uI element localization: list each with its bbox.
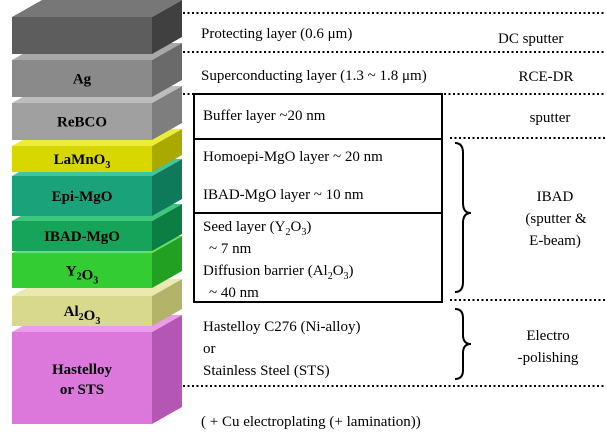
protecting-layer-top	[12, 0, 182, 17]
seed-layer-thickness: ~ 7 nm	[209, 241, 252, 257]
seed-layer-text: Seed layer (Y2O3)	[203, 219, 312, 238]
buffer-box	[193, 93, 443, 303]
al2o3-layer-side	[152, 279, 182, 326]
process-electro-polishing: -polishing	[517, 350, 579, 366]
protecting-layer-text: Protecting layer (0.6 μm)	[201, 26, 353, 42]
rebco-layer-front	[12, 103, 152, 140]
layer-stack-diagram: Hastelloy or STS Al2O3 Y2O3 IBAD-MgO Epi-MgO L…	[12, 0, 182, 424]
buffer-layer-text: Buffer layer ~20 nm	[203, 108, 326, 124]
y2o3-layer-label: Y2O3	[66, 264, 99, 287]
ibad-mgo-layer-side	[152, 204, 182, 251]
substrate-layer-label: Hastelloy or STS	[52, 362, 112, 398]
substrate-layer-side	[152, 315, 182, 424]
process-electro: Electro	[526, 328, 570, 344]
diffusion-barrier-text: Diffusion barrier (Al2O3)	[203, 263, 354, 282]
al2o3-layer-label: Al2O3	[64, 304, 101, 327]
brace-ibad	[454, 142, 472, 293]
ag-layer-side	[152, 43, 182, 97]
ibad-mgo-layer-label: IBAD-MgO	[44, 229, 120, 245]
superconducting-layer-text: Superconducting layer (1.3 ~ 1.8 μm)	[201, 68, 427, 84]
ibad-mgo-text: IBAD-MgO layer ~ 10 nm	[203, 187, 364, 203]
lamno3-layer-front	[12, 146, 152, 172]
ibad-mgo-layer-front	[12, 221, 152, 251]
layer-boxes	[193, 93, 443, 303]
diffusion-barrier-thickness: ~ 40 nm	[209, 285, 259, 301]
epi-mgo-layer-side	[152, 159, 182, 216]
ag-layer-label: Ag	[73, 72, 92, 88]
substrate-layer-front	[12, 332, 152, 424]
al2o3-layer-front	[12, 296, 152, 326]
lamno3-layer-side	[152, 129, 182, 172]
process-ibad-ebeam: E-beam)	[529, 233, 581, 249]
rebco-layer-label: ReBCO	[57, 115, 107, 131]
process-sputter: sputter	[529, 110, 571, 126]
lamno3-layer-label: LaMnO3	[54, 152, 111, 171]
y2o3-layer-front	[12, 253, 152, 288]
brace-substrate	[454, 308, 472, 380]
ag-layer-front	[12, 60, 152, 97]
rebco-layer-side	[152, 86, 182, 140]
epi-mgo-layer-front	[12, 176, 152, 216]
process-dc-sputter: DC sputter	[498, 31, 564, 47]
process-ibad: IBAD	[536, 189, 574, 205]
substrate-text-1: Hastelloy C276 (Ni-alloy)	[203, 319, 361, 335]
protecting-layer-front	[12, 17, 152, 54]
footer-note: ( + Cu electroplating (+ lamination))	[201, 414, 421, 430]
homoepi-mgo-text: Homoepi-MgO layer ~ 20 nm	[203, 149, 383, 165]
epi-mgo-layer-label: Epi-MgO	[52, 189, 113, 205]
process-rce-dr: RCE-DR	[518, 69, 574, 85]
process-ibad-sputter: (sputter &	[525, 211, 587, 227]
curly-braces	[454, 142, 472, 380]
substrate-text-3: Stainless Steel (STS)	[203, 363, 330, 379]
protecting-layer-side	[152, 0, 182, 54]
y2o3-layer-side	[152, 236, 182, 288]
substrate-text-2: or	[203, 341, 216, 357]
